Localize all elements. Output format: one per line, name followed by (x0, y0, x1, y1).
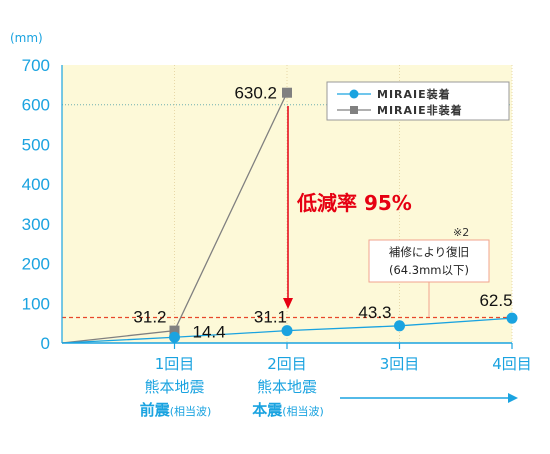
x-tick-label: 4回目 (492, 355, 532, 373)
legend-label-miraie: MIRAIE装着 (377, 87, 451, 101)
reduction-label: 低減率 95% (296, 191, 412, 215)
data-label: 14.4 (193, 322, 226, 341)
y-tick-label: 200 (22, 255, 50, 274)
y-tick-label: 500 (22, 135, 50, 154)
legend-marker-non-miraie (350, 106, 358, 114)
data-label: 630.2 (234, 84, 277, 103)
y-tick-label: 0 (41, 334, 50, 353)
grid-lines (62, 65, 513, 349)
y-tick-label: 100 (22, 294, 50, 313)
data-point (506, 312, 518, 324)
x-sublabel-main: 本震 (252, 401, 283, 419)
x-tick-label: 2回目 (267, 355, 307, 373)
data-label: 31.1 (254, 308, 287, 327)
x-tick-label: 1回目 (155, 355, 195, 373)
y-tick-label: 300 (22, 215, 50, 234)
legend: MIRAIE装着 MIRAIE非装着 (326, 81, 510, 121)
data-label: 43.3 (358, 303, 391, 322)
x-tick-label: 3回目 (380, 355, 420, 373)
data-point (281, 325, 293, 337)
data-point (394, 320, 405, 332)
y-tick-labels: 0 100 200 300 400 500 600 700 (22, 56, 50, 353)
legend-marker-miraie (349, 89, 359, 99)
y-tick-label: 400 (22, 175, 50, 194)
x-sublabel-line1: 熊本地震 (257, 378, 317, 396)
x-sublabel-line1: 熊本地震 (144, 378, 204, 396)
x-sublabel-line2: 本震(相当波) (252, 401, 324, 419)
y-tick-label: 600 (22, 96, 50, 115)
legend-label-non-miraie: MIRAIE非装着 (377, 103, 463, 117)
y-unit-label: (mm) (10, 31, 43, 45)
x-sublabel-main: 前震 (140, 401, 171, 419)
note-line-2: (64.3mm以下) (389, 263, 469, 277)
x-sublabel-note: (相当波) (170, 404, 212, 418)
repair-note: ※2 補修により復旧 (64.3mm以下) (368, 226, 490, 317)
data-point (282, 87, 292, 98)
note-mark: ※2 (453, 226, 469, 239)
x-direction-arrow-head (508, 393, 518, 403)
x-sublabel-note: (相当波) (282, 404, 324, 418)
data-label: 62.5 (479, 291, 512, 310)
note-line-1: 補修により復旧 (389, 245, 469, 259)
x-sublabel-line2: 前震(相当波) (140, 401, 212, 419)
reduction-arrow-head (283, 298, 293, 309)
note-box (368, 239, 490, 283)
y-tick-label: 700 (22, 56, 50, 75)
data-point (169, 325, 180, 336)
data-label: 31.2 (133, 308, 166, 327)
data-point (169, 331, 180, 343)
series-layer: 31.2 630.2 14.4 31.1 43.3 62.5 (61, 84, 518, 344)
